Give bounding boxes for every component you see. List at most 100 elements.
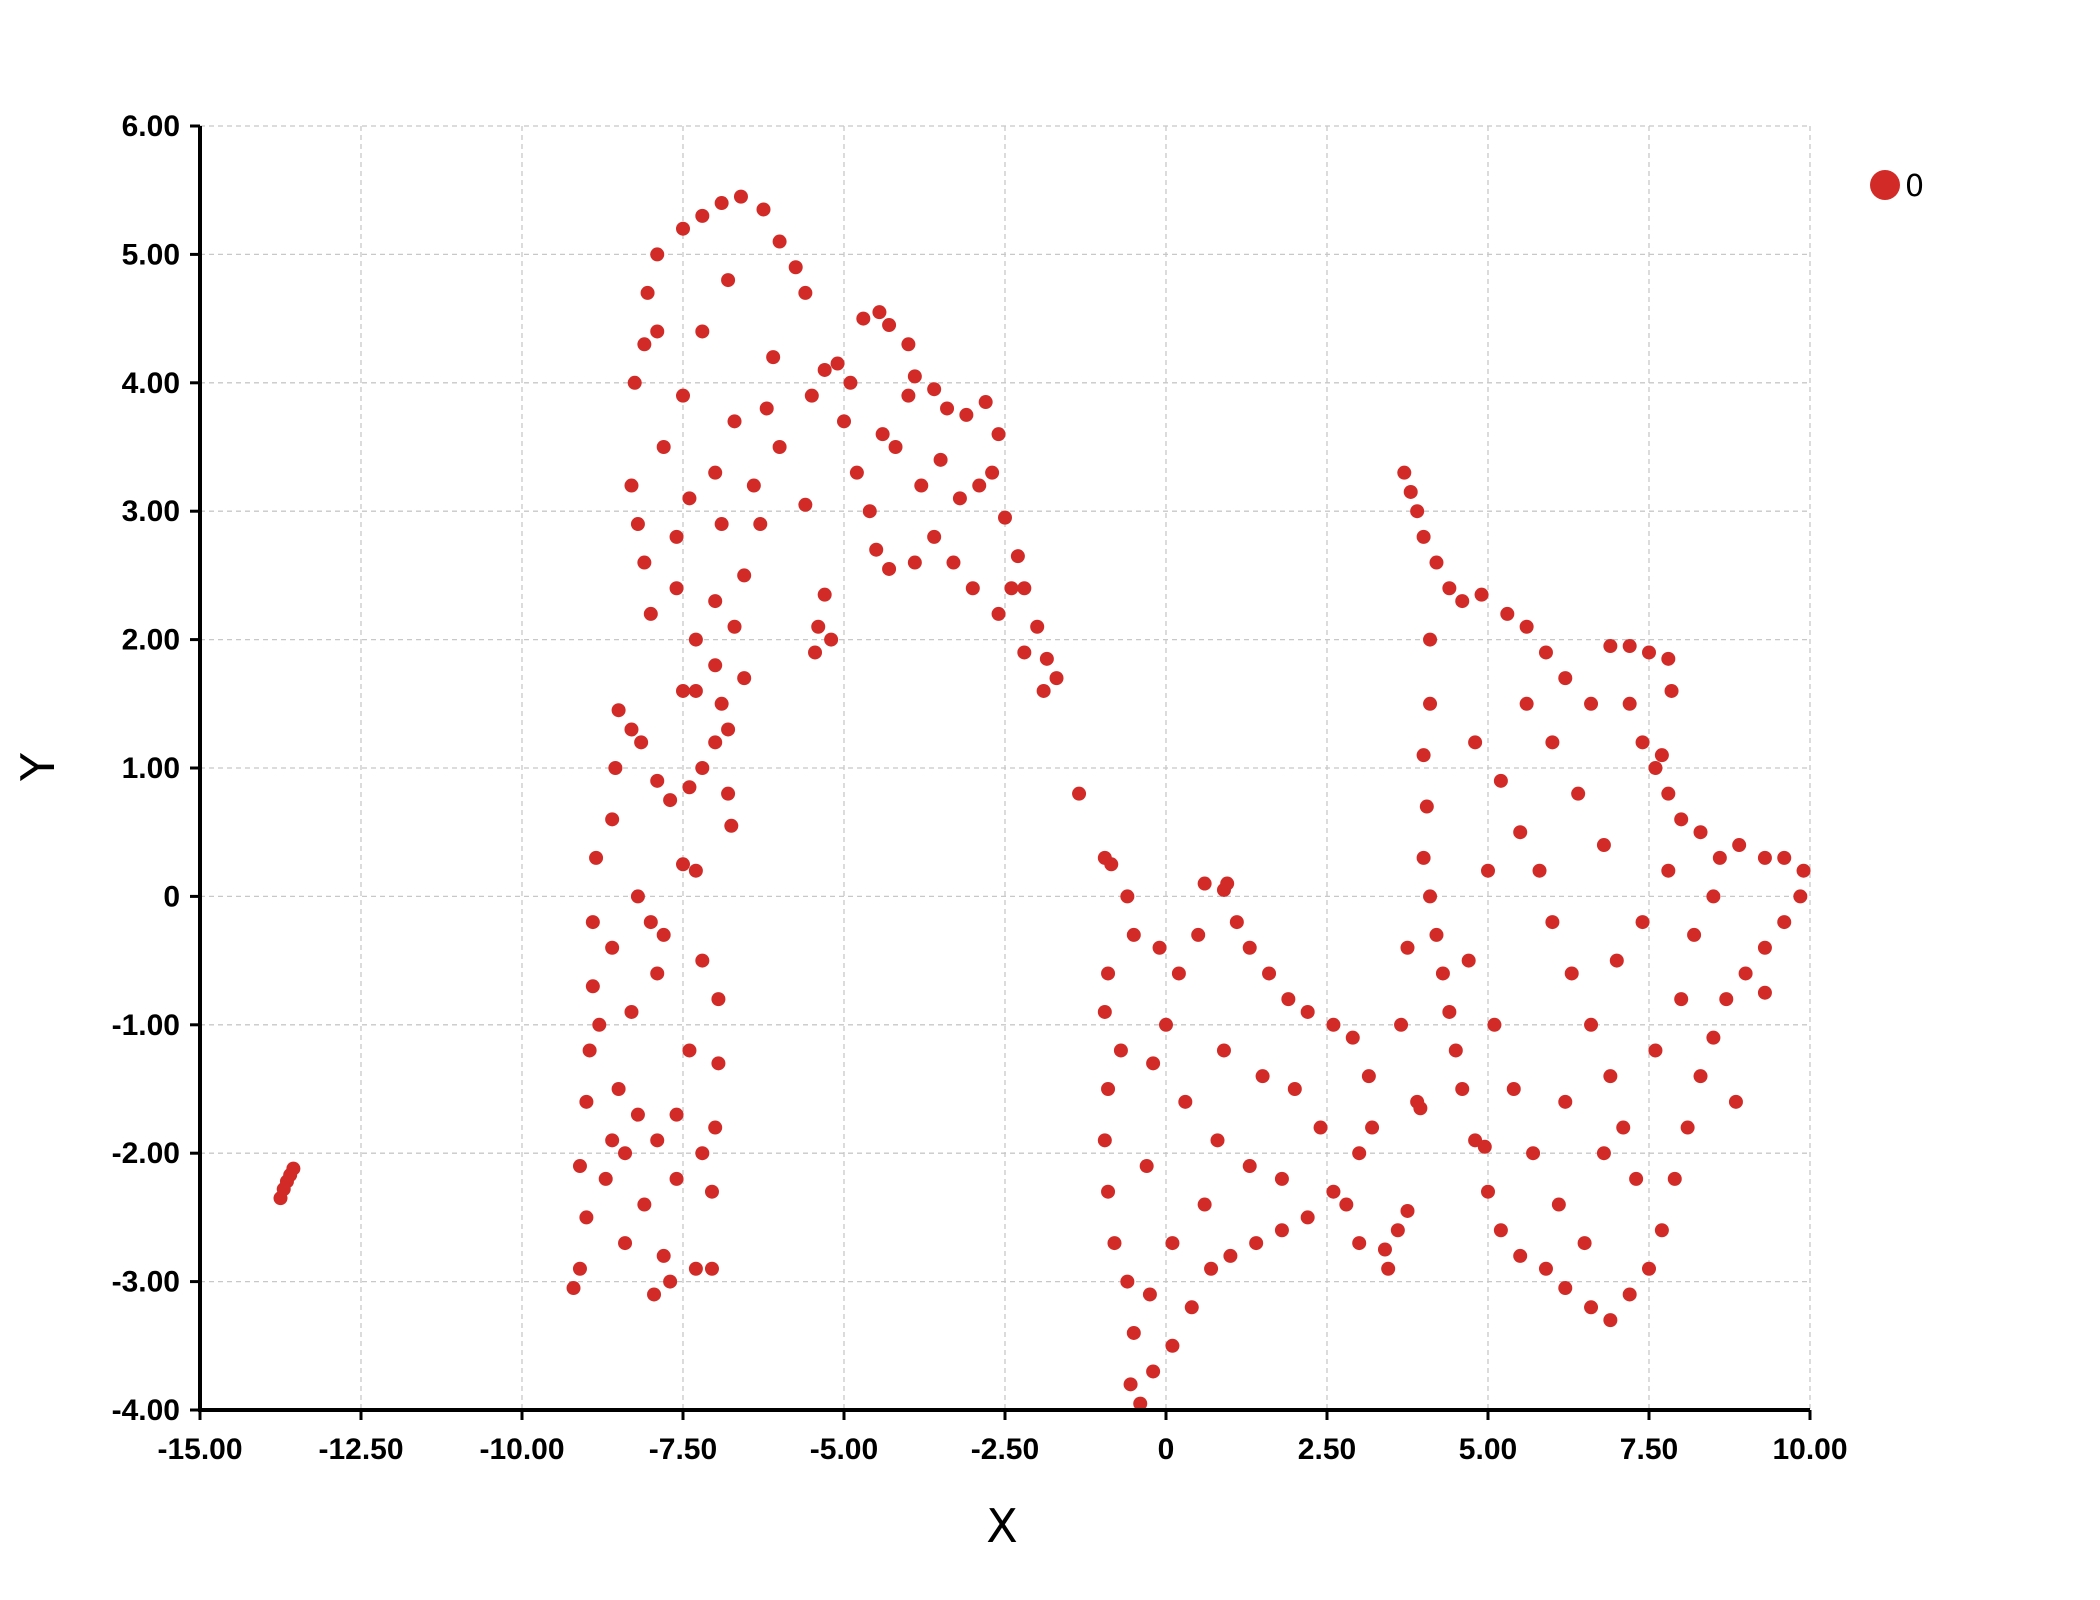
data-point (650, 773, 665, 788)
data-point (605, 1133, 620, 1148)
data-point (1101, 1184, 1116, 1199)
data-point (1413, 1101, 1428, 1116)
data-point (1365, 1120, 1380, 1135)
data-point (1097, 1133, 1112, 1148)
y-tick-label: 2.00 (122, 624, 180, 657)
data-point (1326, 1184, 1341, 1199)
data-point (1584, 696, 1599, 711)
data-point (640, 285, 655, 300)
data-point (695, 1146, 710, 1161)
data-point (1474, 587, 1489, 602)
data-point (888, 440, 903, 454)
data-point (907, 369, 922, 384)
data-point (766, 350, 781, 365)
y-tick-label: 6.00 (122, 110, 180, 143)
data-point (579, 1094, 594, 1109)
data-point (1558, 1094, 1573, 1109)
data-point (1146, 1364, 1161, 1379)
data-point (624, 1004, 639, 1019)
data-point (804, 388, 819, 403)
data-point (1526, 1146, 1541, 1161)
data-point (1171, 966, 1186, 981)
data-point (688, 1261, 703, 1276)
data-point (991, 427, 1006, 442)
data-point (907, 555, 922, 570)
data-point (1139, 1159, 1154, 1174)
data-point (1558, 1281, 1573, 1296)
data-point (1184, 1300, 1199, 1315)
data-point (714, 517, 729, 532)
data-point (756, 202, 771, 217)
data-point (1468, 735, 1483, 750)
data-point (1584, 1300, 1599, 1315)
data-point (1545, 735, 1560, 750)
data-point (817, 362, 832, 377)
data-point (618, 1146, 633, 1161)
data-point (1274, 1171, 1289, 1186)
data-point (1262, 966, 1277, 981)
data-point (862, 504, 877, 519)
data-point (624, 478, 639, 493)
x-tick-label: 7.50 (1620, 1433, 1678, 1466)
data-point (579, 1210, 594, 1225)
y-tick-label: 1.00 (122, 752, 180, 785)
data-point (624, 722, 639, 737)
data-point (927, 382, 942, 397)
data-point (856, 311, 871, 326)
data-point (1381, 1261, 1396, 1276)
data-point (1120, 1274, 1135, 1289)
data-point (1545, 915, 1560, 930)
data-point (1674, 812, 1689, 827)
data-point (959, 407, 974, 422)
data-point (830, 356, 845, 371)
data-point (933, 452, 948, 467)
data-point (952, 491, 967, 506)
data-point (998, 510, 1012, 525)
x-tick-label: -5.00 (810, 1433, 878, 1466)
x-tick-label: 0 (1158, 1433, 1175, 1466)
data-point (1577, 1236, 1592, 1251)
data-point (637, 337, 652, 352)
x-tick-label: -10.00 (479, 1433, 564, 1466)
data-point (817, 587, 832, 602)
data-point (1513, 1248, 1528, 1263)
data-point (1609, 953, 1624, 968)
data-point (721, 722, 736, 737)
data-point (1622, 696, 1637, 711)
data-point (1442, 581, 1457, 596)
data-point (589, 850, 604, 865)
data-point (1706, 1030, 1721, 1045)
x-tick-label: -7.50 (649, 1433, 717, 1466)
data-point (1390, 1223, 1405, 1238)
data-point (1394, 1017, 1409, 1032)
data-point (1352, 1236, 1367, 1251)
data-point (585, 915, 600, 930)
data-point (1622, 639, 1637, 654)
data-point (695, 324, 710, 339)
data-point (1719, 992, 1734, 1007)
x-axis-title: X (986, 1499, 1018, 1553)
data-point (1500, 606, 1515, 621)
x-tick-label: -12.50 (318, 1433, 403, 1466)
data-point (875, 427, 890, 442)
data-point (721, 273, 736, 288)
data-point (585, 979, 600, 994)
data-point (1596, 838, 1611, 853)
data-point (1377, 1242, 1392, 1257)
grid-lines (200, 125, 1811, 1410)
data-point (1732, 838, 1747, 853)
data-point (927, 529, 942, 544)
data-point (688, 683, 703, 698)
data-point (1210, 1133, 1225, 1148)
data-point (1738, 966, 1753, 981)
data-point (727, 414, 742, 429)
data-point (1416, 529, 1431, 544)
data-point (824, 632, 839, 647)
data-point (286, 1161, 301, 1176)
x-tick-label: -15.00 (157, 1433, 242, 1466)
data-point (704, 1184, 719, 1199)
data-point (901, 337, 916, 352)
data-point (1477, 1139, 1492, 1154)
data-point (1142, 1287, 1157, 1302)
